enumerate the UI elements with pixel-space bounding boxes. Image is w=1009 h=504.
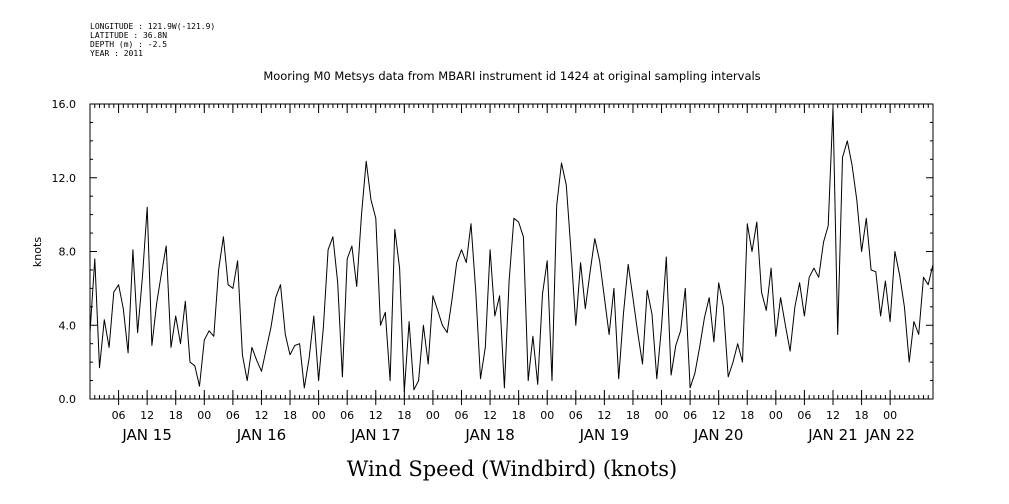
x-tick-label: 06: [226, 409, 240, 422]
x-axis-label: Wind Speed (Windbird) (knots): [347, 457, 677, 481]
day-label: JAN 15: [121, 426, 172, 444]
x-tick-label: 06: [112, 409, 126, 422]
day-label: JAN 17: [350, 426, 401, 444]
day-label: JAN 22: [864, 426, 915, 444]
day-label: JAN 16: [236, 426, 287, 444]
x-tick-label: 06: [569, 409, 583, 422]
series-line-0: [89, 107, 934, 393]
x-tick-label: 00: [426, 409, 440, 422]
x-tick-label: 06: [683, 409, 697, 422]
x-tick-label: 06: [454, 409, 468, 422]
day-label: JAN 18: [464, 426, 515, 444]
x-tick-label: 12: [254, 409, 268, 422]
x-tick-label: 00: [883, 409, 897, 422]
day-labels: JAN 15 JAN 16 JAN 17 JAN 18 JAN 19 JAN 20 JAN …: [121, 426, 914, 444]
x-tick-label: 12: [369, 409, 383, 422]
x-tick-label: 12: [483, 409, 497, 422]
x-tick-label: 18: [169, 409, 183, 422]
x-tick-label: 12: [826, 409, 840, 422]
x-tick-label: 00: [197, 409, 211, 422]
chart-title: Mooring M0 Metsys data from MBARI instru…: [263, 69, 760, 83]
x-axis-ticks: 06 12 18 00 06 12 18 00 06 12 18 00 06 12 18 00 06 12 18 00…: [112, 104, 897, 422]
x-tick-label: 06: [340, 409, 354, 422]
y-tick-label: 0.0: [59, 393, 77, 406]
x-tick-label: 18: [740, 409, 754, 422]
x-tick-label: 12: [597, 409, 611, 422]
y-axis-label: knots: [31, 237, 44, 267]
x-tick-label: 18: [397, 409, 411, 422]
year-label: YEAR : 2011: [90, 49, 143, 58]
y-tick-label: 16.0: [52, 98, 77, 111]
day-label: JAN 19: [579, 426, 630, 444]
x-tick-label: 00: [540, 409, 554, 422]
x-tick-label: 18: [855, 409, 869, 422]
mooring-metadata: LONGITUDE : 121.9W(-121.9) LATITUDE : 36…: [90, 22, 215, 58]
y-tick-label: 4.0: [59, 319, 77, 332]
series-group: [89, 107, 934, 393]
day-label: JAN 21: [807, 426, 858, 444]
x-tick-label: 18: [626, 409, 640, 422]
longitude-label: LONGITUDE : 121.9W(-121.9): [90, 22, 216, 31]
x-tick-label: 00: [655, 409, 669, 422]
x-tick-label: 00: [312, 409, 326, 422]
x-tick-label: 12: [712, 409, 726, 422]
y-axis-ticks: 0.0 4.0 8.0 12.0 16.0: [52, 98, 933, 406]
latitude-label: LATITUDE : 36.8N: [90, 31, 168, 40]
x-tick-label: 12: [140, 409, 154, 422]
x-tick-label: 18: [283, 409, 297, 422]
x-tick-label: 18: [512, 409, 526, 422]
y-tick-label: 8.0: [59, 246, 77, 259]
x-tick-label: 06: [797, 409, 811, 422]
depth-label: DEPTH (m) : -2.5: [90, 40, 168, 49]
y-tick-label: 12.0: [52, 172, 77, 185]
x-tick-label: 00: [769, 409, 783, 422]
day-label: JAN 20: [693, 426, 744, 444]
